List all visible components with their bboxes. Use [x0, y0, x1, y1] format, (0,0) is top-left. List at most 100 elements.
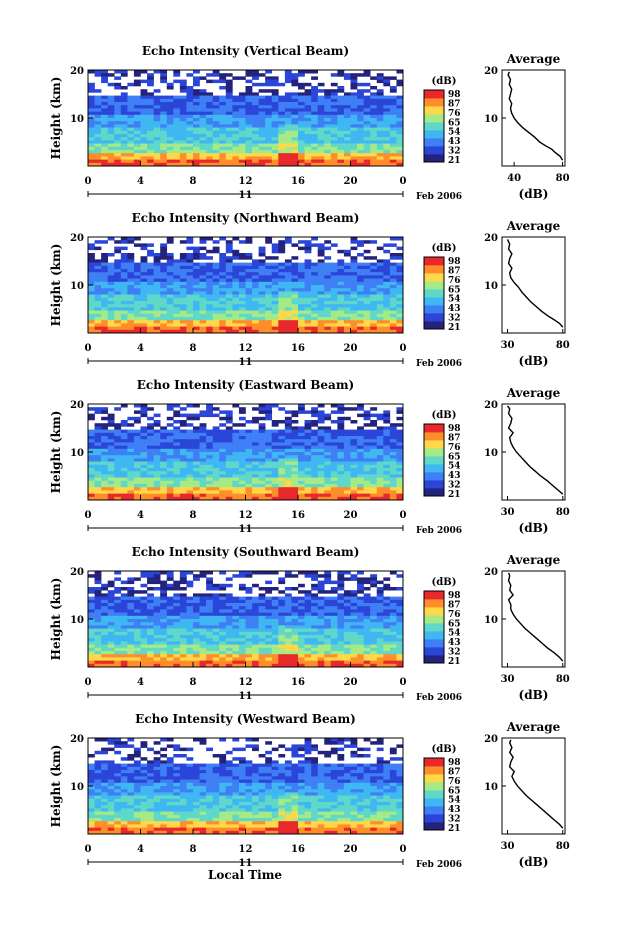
colorbar-band: [424, 464, 444, 473]
colorbar-band: [424, 758, 444, 767]
x-tick-label: 0: [85, 510, 92, 521]
colorbar-level: 65: [448, 452, 461, 462]
colorbar-level: 21: [448, 657, 461, 667]
x-tick-label: 0: [85, 844, 92, 855]
y-axis-label: Height (km): [49, 578, 63, 661]
colorbar-level: 98: [448, 424, 461, 434]
date-label: Feb 2006: [416, 359, 462, 369]
average-y-tick-label: 10: [484, 782, 498, 793]
average-y-tick-label: 20: [484, 66, 498, 77]
colorbar-band: [424, 655, 444, 664]
colorbar-level: 65: [448, 619, 461, 629]
colorbar-level: 98: [448, 758, 461, 768]
colorbar-band: [424, 806, 444, 815]
colorbar-band: [424, 448, 444, 457]
x-tick-label: 4: [137, 176, 144, 187]
heatmap: [88, 571, 404, 668]
day-label: 11: [239, 858, 253, 869]
colorbar-band: [424, 472, 444, 481]
x-tick-label: 0: [400, 176, 407, 187]
colorbar-level: 87: [448, 266, 461, 276]
colorbar-band: [424, 106, 444, 115]
heatmap: [88, 738, 404, 835]
colorbar-band: [424, 90, 444, 99]
x-tick-label: 12: [239, 343, 253, 354]
x-tick-label: 0: [85, 677, 92, 688]
colorbar-band: [424, 122, 444, 131]
colorbar-level: 21: [448, 323, 461, 333]
colorbar-band: [424, 822, 444, 831]
y-axis-label: Height (km): [49, 77, 63, 160]
average-x-tick-label: 30: [501, 340, 515, 351]
colorbar-band: [424, 265, 444, 274]
average-x-label: (dB): [519, 521, 549, 535]
colorbar-band: [424, 607, 444, 616]
x-tick-label: 4: [137, 343, 144, 354]
colorbar-level: 98: [448, 90, 461, 100]
day-label: 11: [239, 691, 253, 702]
colorbar-level: 76: [448, 443, 461, 453]
average-x-tick-label: 80: [556, 340, 570, 351]
x-axis-label: Local Time: [208, 868, 282, 882]
y-axis-label: Height (km): [49, 244, 63, 327]
average-x-label: (dB): [519, 688, 549, 702]
day-label: 11: [239, 524, 253, 535]
colorbar-band: [424, 623, 444, 632]
colorbar-level: 43: [448, 805, 461, 815]
x-tick-label: 4: [137, 844, 144, 855]
colorbar-band: [424, 273, 444, 282]
colorbar-band: [424, 289, 444, 298]
colorbar-level: 65: [448, 118, 461, 128]
colorbar-level: 54: [448, 796, 461, 806]
colorbar-title: (dB): [432, 410, 457, 421]
colorbar-title: (dB): [432, 744, 457, 755]
average-y-tick-label: 10: [484, 448, 498, 459]
colorbar-level: 54: [448, 629, 461, 639]
colorbar-level: 32: [448, 147, 461, 157]
x-tick-label: 12: [239, 677, 253, 688]
colorbar-frame: [423, 423, 445, 497]
date-label: Feb 2006: [416, 860, 462, 870]
colorbar-level: 54: [448, 462, 461, 472]
y-tick-label: 20: [70, 233, 84, 244]
x-tick-label: 16: [291, 176, 305, 187]
colorbar-band: [424, 424, 444, 433]
colorbar-level: 32: [448, 815, 461, 825]
colorbar-frame: [423, 590, 445, 664]
colorbar-level: 98: [448, 591, 461, 601]
y-tick-label: 20: [70, 567, 84, 578]
colorbar-level: 43: [448, 471, 461, 481]
x-tick-label: 20: [344, 176, 358, 187]
colorbar: [424, 90, 444, 163]
colorbar-level: 87: [448, 767, 461, 777]
average-y-tick-label: 20: [484, 400, 498, 411]
colorbar: [424, 424, 444, 497]
y-tick-label: 20: [70, 734, 84, 745]
colorbar-band: [424, 130, 444, 139]
x-tick-label: 16: [291, 510, 305, 521]
colorbar-frame: [423, 757, 445, 831]
colorbar-band: [424, 114, 444, 123]
day-label: 11: [239, 190, 253, 201]
colorbar-frame: [423, 89, 445, 163]
colorbar-band: [424, 138, 444, 147]
x-tick-label: 12: [239, 844, 253, 855]
x-tick-label: 8: [190, 677, 197, 688]
y-tick-label: 20: [70, 400, 84, 411]
colorbar-band: [424, 591, 444, 600]
colorbar-level: 21: [448, 156, 461, 166]
colorbar-band: [424, 599, 444, 608]
colorbar-band: [424, 313, 444, 322]
panel-title: Echo Intensity (Southward Beam): [132, 545, 360, 559]
colorbar-level: 54: [448, 128, 461, 138]
x-tick-label: 0: [400, 844, 407, 855]
panel-title: Echo Intensity (Northward Beam): [132, 211, 360, 225]
average-profile-line: [507, 71, 564, 161]
average-title: Average: [506, 720, 561, 734]
colorbar-frame: [423, 256, 445, 330]
average-x-tick-label: 40: [507, 173, 521, 184]
average-frame: [501, 403, 566, 501]
colorbar: [424, 257, 444, 330]
average-title: Average: [506, 386, 561, 400]
